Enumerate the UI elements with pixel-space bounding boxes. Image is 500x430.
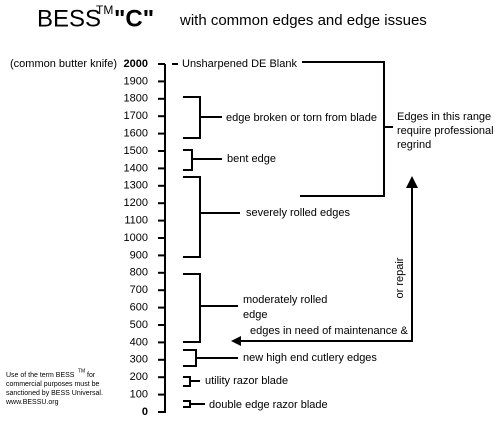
label: edge broken or torn from blade [226, 112, 377, 124]
footnote-tm: TM [78, 368, 85, 374]
tick-label: 1000 [124, 232, 148, 244]
professional-text: regrind [397, 139, 431, 151]
bracket [183, 400, 205, 408]
footnote: sanctioned by BESS Universal. [6, 390, 103, 397]
professional-text: require professional [397, 125, 494, 137]
professional-text: Edges in this range [397, 111, 491, 123]
label: double edge razor blade [209, 399, 328, 411]
tick-label: 800 [130, 267, 148, 279]
bracket [183, 273, 238, 343]
tick-label: 300 [130, 354, 148, 366]
bracket [183, 376, 200, 387]
label: utility razor blade [205, 375, 288, 387]
brackets [172, 61, 418, 408]
title-tm: TM [96, 3, 113, 17]
footnote: www.BESSU.org [5, 399, 59, 406]
tick-label: 1200 [124, 197, 148, 209]
maintenance-text: edges in need of maintenance & [250, 325, 408, 337]
bracket [183, 96, 222, 139]
arrow-head [406, 176, 418, 188]
label: new high end cutlery edges [243, 352, 377, 364]
ticks: 0 100 200 300 400 500 600 700 800 900 1000 1100 1200… [124, 58, 165, 418]
tick-label: 500 [130, 319, 148, 331]
tick-label: 2000 [124, 58, 148, 70]
tick-label: 100 [130, 389, 148, 401]
tick-label: 1800 [124, 93, 148, 105]
tick-label: 1100 [124, 215, 148, 227]
maintenance-rotated: or repair [394, 257, 406, 298]
tick-label: 1900 [124, 75, 148, 87]
footnote: for [87, 372, 96, 379]
tick-label: 1300 [124, 180, 148, 192]
big-bracket [300, 61, 393, 197]
bracket [183, 149, 222, 171]
arrow-head [231, 336, 241, 346]
label: bent edge [227, 153, 276, 165]
tick-label: 1400 [124, 162, 148, 174]
tick-label: 600 [130, 302, 148, 314]
bracket [183, 176, 240, 258]
tick-label: 400 [130, 336, 148, 348]
title-grade: "C" [114, 5, 154, 32]
arrow-line [240, 186, 413, 342]
title-name: BESS [37, 5, 101, 32]
footnote: Use of the term BESS [6, 372, 75, 379]
tick-label: 700 [130, 284, 148, 296]
footnote: commercial purposes must be [6, 381, 99, 388]
tick-label: 200 [130, 371, 148, 383]
tick-label: 1600 [124, 128, 148, 140]
tick-label: 900 [130, 249, 148, 261]
tick-label: 1500 [124, 145, 148, 157]
label: moderately rolled [243, 294, 327, 306]
tick-label: 0 [142, 406, 148, 418]
bracket [183, 349, 238, 367]
tick-label: 1700 [124, 110, 148, 122]
title-subtitle: with common edges and edge issues [179, 12, 427, 29]
scale-note: (common butter knife) [10, 58, 117, 70]
label: edge [243, 309, 267, 321]
label: Unsharpened DE Blank [182, 58, 297, 70]
label: severely rolled edges [246, 207, 350, 219]
